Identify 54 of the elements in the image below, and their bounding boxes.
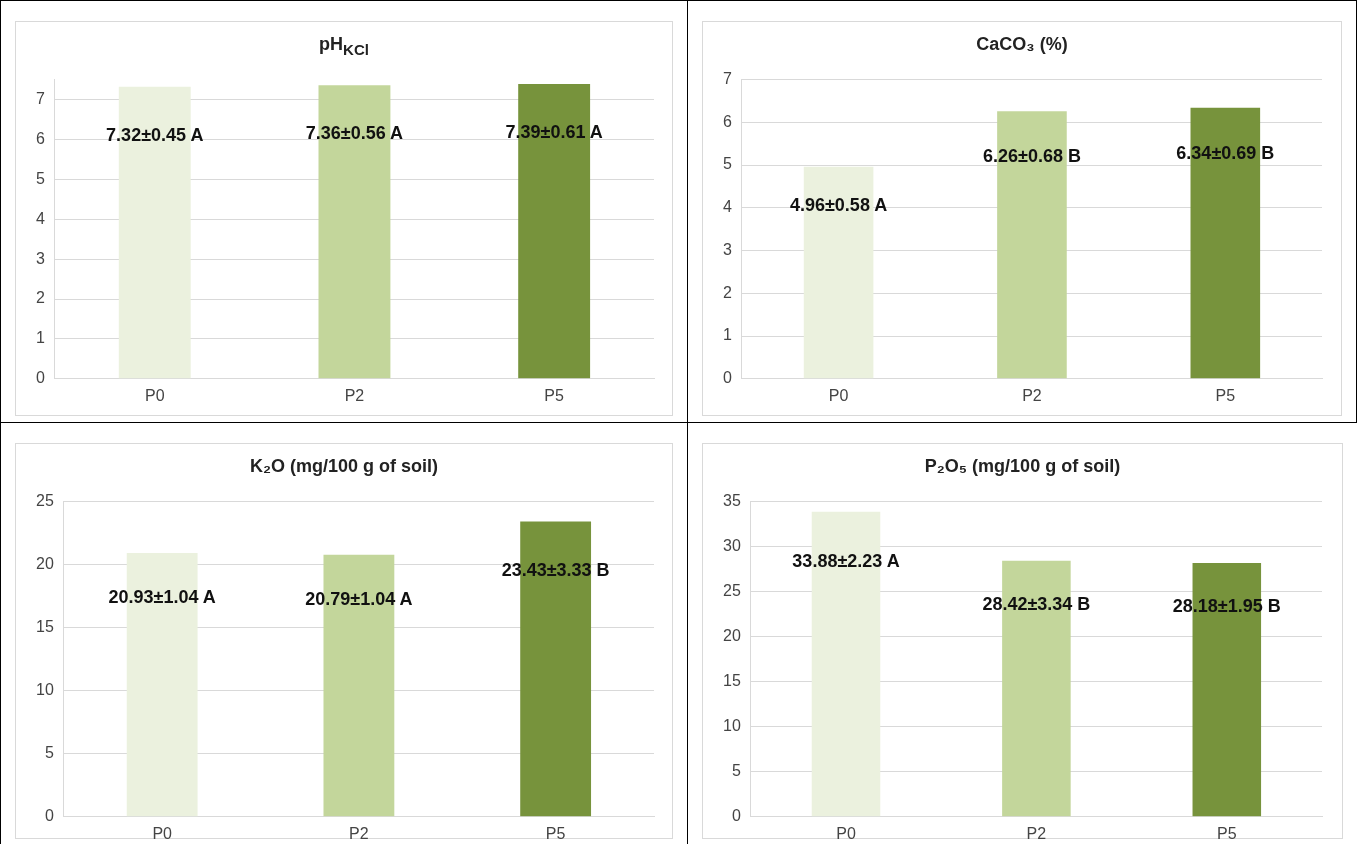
data-label: 4.96±0.58 A (789, 195, 888, 216)
data-label: 6.26±0.68 B (982, 146, 1081, 167)
x-tick-label: P2 (344, 386, 365, 404)
y-tick-label: 10 (36, 681, 54, 699)
chart-title: CaCO₃ (%) (975, 33, 1069, 56)
y-tick-label: 15 (723, 672, 741, 690)
x-tick-label: P0 (836, 824, 856, 842)
y-tick-label: 1 (722, 326, 732, 344)
y-tick-label: 4 (35, 209, 45, 227)
y-tick-label: 5 (35, 169, 45, 187)
x-tick-label: P2 (1026, 824, 1047, 842)
y-tick-label: 2 (35, 289, 45, 307)
x-tick-label: P2 (349, 824, 369, 842)
x-tick-label: P5 (1217, 824, 1237, 842)
y-tick-label: 0 (35, 369, 45, 387)
data-label: 28.42±3.34 B (982, 594, 1091, 615)
y-tick-label: 2 (722, 283, 732, 301)
y-tick-label: 20 (36, 555, 54, 573)
y-tick-label: 6 (722, 112, 732, 130)
x-tick-label: P5 (544, 386, 565, 404)
chart-title: K₂O (mg/100 g of soil) (249, 455, 439, 478)
y-tick-label: 5 (731, 762, 741, 780)
y-tick-label: 10 (723, 717, 741, 735)
y-tick-label: 6 (35, 129, 45, 147)
y-tick-label: 7 (722, 70, 732, 88)
chart-title: pH$_{KCl}$ (318, 33, 370, 60)
data-label: 20.79±1.04 A (305, 589, 413, 610)
data-label: 20.93±1.04 A (108, 587, 216, 608)
y-tick-label: 5 (44, 744, 54, 762)
y-tick-label: 0 (44, 807, 54, 825)
x-tick-label: P0 (144, 386, 165, 404)
y-tick-label: 5 (722, 155, 732, 173)
x-tick-label: P0 (152, 824, 173, 842)
y-tick-label: 35 (723, 492, 741, 510)
x-tick-label: P2 (1022, 386, 1042, 404)
y-tick-label: 7 (35, 89, 45, 107)
x-tick-label: P5 (545, 824, 566, 842)
chart-title: P₂O₅ (mg/100 g of soil) (923, 455, 1122, 478)
y-tick-label: 1 (35, 329, 45, 347)
y-tick-label: 0 (731, 807, 741, 825)
y-tick-label: 25 (723, 582, 741, 600)
y-tick-label: 30 (723, 537, 741, 555)
data-label: 7.32±0.45 A (106, 124, 204, 145)
x-tick-label: P5 (1215, 386, 1236, 404)
data-label: 33.88±2.23 A (792, 551, 900, 572)
x-tick-label: P0 (828, 386, 849, 404)
y-tick-label: 3 (722, 240, 732, 258)
y-tick-label: 0 (722, 369, 732, 387)
y-tick-label: 15 (36, 618, 54, 636)
y-tick-label: 4 (722, 198, 732, 216)
y-tick-label: 25 (36, 492, 54, 510)
y-tick-label: 3 (35, 249, 45, 267)
data-label: 7.36±0.56 A (305, 123, 404, 144)
y-tick-label: 20 (723, 627, 741, 645)
